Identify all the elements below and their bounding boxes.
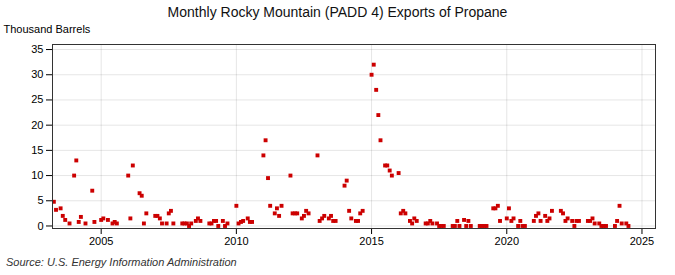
svg-text:2005: 2005 bbox=[89, 235, 113, 247]
svg-text:2010: 2010 bbox=[224, 235, 248, 247]
svg-text:Thousand Barrels: Thousand Barrels bbox=[4, 23, 91, 35]
svg-text:5: 5 bbox=[37, 194, 43, 206]
svg-text:25: 25 bbox=[31, 93, 43, 105]
html-text:Source: U.S. Energy Informatio: Source: U.S. Energy Information Administ… bbox=[6, 256, 237, 268]
svg-text:30: 30 bbox=[31, 68, 43, 80]
svg-text:0: 0 bbox=[37, 219, 43, 231]
svg-text:2025: 2025 bbox=[630, 235, 654, 247]
svg-text:15: 15 bbox=[31, 144, 43, 156]
svg-text:2015: 2015 bbox=[359, 235, 383, 247]
svg-text:10: 10 bbox=[31, 169, 43, 181]
svg-text:35: 35 bbox=[31, 43, 43, 55]
html-text:Monthly Rocky Mountain (PADD 4: Monthly Rocky Mountain (PADD 4) Exports … bbox=[167, 4, 508, 20]
svg-text:20: 20 bbox=[31, 119, 43, 131]
svg-text:2020: 2020 bbox=[495, 235, 519, 247]
